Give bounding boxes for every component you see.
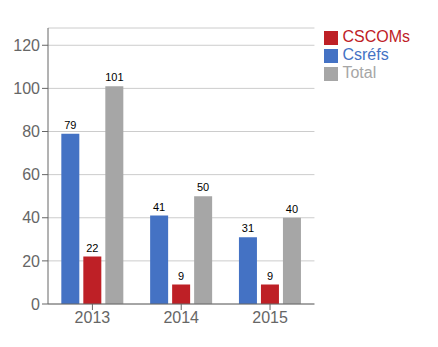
svg-text:120: 120 (13, 37, 40, 54)
svg-text:22: 22 (86, 242, 98, 254)
html-text:Csréfs: Csréfs (342, 46, 389, 63)
svg-text:50: 50 (197, 181, 209, 193)
svg-text:41: 41 (153, 201, 165, 213)
svg-text:100: 100 (13, 80, 40, 97)
svg-text:2013: 2013 (75, 309, 111, 326)
svg-text:9: 9 (178, 270, 184, 282)
svg-text:79: 79 (64, 119, 76, 131)
svg-text:60: 60 (22, 166, 40, 183)
svg-text:101: 101 (105, 71, 123, 83)
svg-text:31: 31 (242, 222, 254, 234)
svg-text:40: 40 (286, 203, 298, 215)
svg-text:2015: 2015 (252, 309, 288, 326)
svg-text:20: 20 (22, 253, 40, 270)
svg-text:40: 40 (22, 209, 40, 226)
svg-text:80: 80 (22, 123, 40, 140)
svg-text:0: 0 (31, 296, 40, 313)
html-text:CSCOMs: CSCOMs (342, 28, 410, 45)
html-text:Total: Total (342, 64, 377, 81)
svg-text:9: 9 (267, 270, 273, 282)
svg-text:2014: 2014 (163, 309, 199, 326)
